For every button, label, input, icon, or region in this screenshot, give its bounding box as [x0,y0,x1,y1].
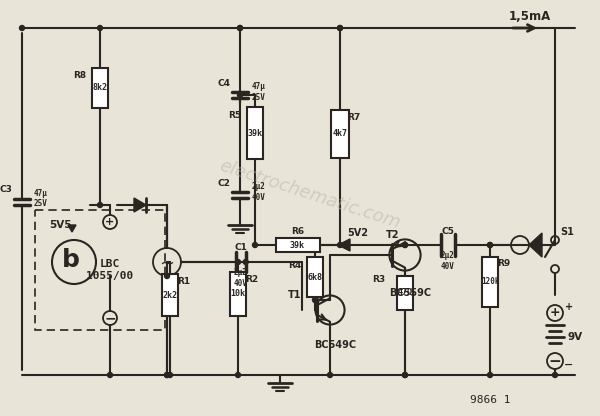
Text: 2µ2
40V: 2µ2 40V [440,251,454,271]
Circle shape [337,243,343,248]
Text: T2: T2 [386,230,400,240]
Text: 5V5: 5V5 [49,220,71,230]
Text: 5V2: 5V2 [347,228,368,238]
Text: 2µ2
40V: 2µ2 40V [252,182,266,202]
Text: 9V: 9V [568,332,583,342]
Text: C3: C3 [0,185,12,194]
Text: 120k: 120k [481,277,499,287]
Circle shape [553,372,557,377]
Circle shape [238,92,242,97]
Text: R6: R6 [291,226,304,235]
Text: −: − [565,360,574,370]
Text: 1,5mA: 1,5mA [509,10,551,23]
Bar [247,107,263,159]
Polygon shape [529,233,542,257]
Circle shape [328,372,332,377]
Polygon shape [68,225,76,232]
Circle shape [403,243,407,248]
Text: LBC
1055/00: LBC 1055/00 [86,259,134,281]
Text: −: − [548,354,562,369]
Circle shape [487,372,493,377]
Text: R3: R3 [373,275,386,284]
Text: 39k: 39k [248,129,263,138]
Circle shape [164,273,170,278]
Circle shape [19,25,25,30]
Bar [230,272,246,316]
Circle shape [235,260,241,265]
Circle shape [403,243,407,248]
Bar [35,210,165,330]
Polygon shape [134,198,146,212]
Circle shape [97,25,103,30]
Circle shape [487,243,493,248]
Circle shape [313,297,317,302]
Text: C5: C5 [441,226,454,235]
Text: 6k8: 6k8 [308,272,323,282]
Text: R4: R4 [289,260,302,270]
Bar [331,110,349,158]
Text: 9866 1: 9866 1 [470,395,510,405]
Circle shape [97,203,103,208]
Text: electrochematic.com: electrochematic.com [217,157,403,233]
Circle shape [238,25,242,30]
Text: 4k7: 4k7 [332,129,347,139]
Text: 8k2: 8k2 [92,84,107,92]
Circle shape [403,372,407,377]
Text: C4: C4 [217,79,230,87]
Text: 39k: 39k [290,240,305,250]
Text: C1: C1 [234,243,247,253]
Text: 47µ
25V: 47µ 25V [252,82,266,102]
Text: C2: C2 [217,178,230,188]
Circle shape [243,260,248,265]
Text: ~: ~ [160,255,175,273]
Text: 47Ω: 47Ω [398,288,413,297]
Text: 47µ
25V: 47µ 25V [34,189,48,208]
Text: +: + [565,302,573,312]
Bar [397,276,413,310]
Text: R7: R7 [347,114,361,122]
Text: b: b [62,248,80,272]
Text: T1: T1 [288,290,302,300]
Bar [275,238,320,252]
Circle shape [487,243,493,248]
Text: +: + [550,307,560,319]
Bar [162,274,178,316]
Circle shape [253,243,257,248]
Circle shape [167,372,173,377]
Bar [92,68,108,108]
Circle shape [238,25,242,30]
Text: S1: S1 [560,227,574,237]
Text: +: + [106,217,115,227]
Circle shape [337,25,343,30]
Text: R8: R8 [73,72,86,81]
Polygon shape [338,239,350,251]
Text: 2µ2
40V: 2µ2 40V [234,268,248,288]
Text: R5: R5 [229,111,242,119]
Circle shape [235,372,241,377]
Circle shape [337,25,343,30]
Circle shape [107,372,113,377]
Text: 10k: 10k [230,290,245,299]
Text: R1: R1 [178,277,191,287]
Text: −: − [104,311,116,325]
Text: R2: R2 [245,275,259,285]
Text: BC549C: BC549C [314,340,356,350]
Text: BC559C: BC559C [389,288,431,298]
Circle shape [164,372,170,377]
Bar [482,257,498,307]
Circle shape [403,372,407,377]
Text: R9: R9 [497,258,511,267]
Text: 2k2: 2k2 [163,290,178,300]
Circle shape [164,372,170,377]
Bar [307,257,323,297]
